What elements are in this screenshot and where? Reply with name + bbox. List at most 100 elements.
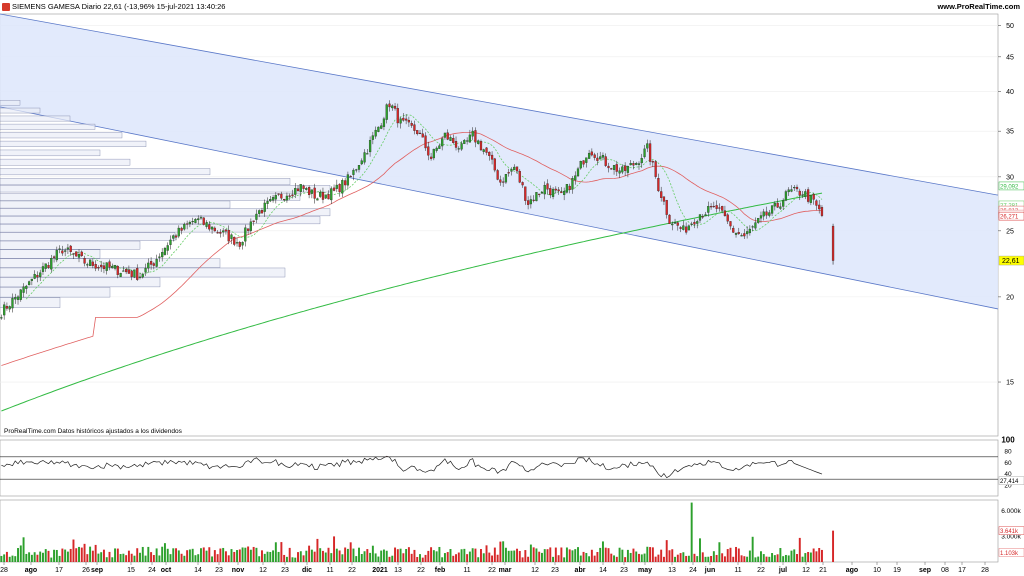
candle [696,221,699,224]
candle [460,143,463,150]
x-tick-label: 12 [259,567,267,574]
candle [244,227,247,242]
volume-tick-label: 6.000k [1001,508,1021,515]
site-link[interactable]: www.ProRealTime.com [937,2,1020,11]
candle [515,166,519,172]
volume-bar [432,550,435,562]
candle [385,104,388,120]
candle [291,194,294,197]
candle [465,140,469,142]
candle [285,195,289,201]
candle [676,222,679,226]
candle [471,130,474,137]
candle [69,245,72,253]
volume-bar [64,549,67,562]
volume-bar [607,548,610,562]
candle [266,201,269,204]
candle [119,272,122,277]
volume-bar [563,557,566,562]
volume-bar [699,538,701,562]
volume-bar [299,551,302,562]
price-tick-label: 30 [1006,174,1014,181]
volume-bar [743,556,746,562]
volume-bar [513,550,516,562]
candle [574,175,577,181]
candle [80,251,83,257]
volume-bar [790,550,793,562]
volume-bar [557,555,560,562]
volume-bar [590,549,593,562]
volume-bar [396,549,399,562]
candle [405,118,408,121]
candle [468,134,472,143]
candle [161,252,164,258]
volume-bar [410,553,413,562]
candle [648,143,652,162]
x-tick-label: 22 [488,567,496,574]
volume-bar [784,554,787,562]
candle [441,138,444,147]
candle [579,161,582,169]
candle [745,231,749,235]
candle [482,149,485,152]
candle [587,152,591,159]
volume-bar [291,557,294,562]
volume-bar [629,552,632,562]
candle [14,297,17,300]
volume-profile-bar [0,168,211,176]
volume-bar [615,556,618,562]
volume-bar [560,547,563,562]
x-tick-label: 12 [802,567,810,574]
volume-bar [546,549,549,562]
candle [657,178,660,192]
volume-bar [405,549,408,562]
candle [269,199,272,202]
volume-bar [585,552,588,562]
candle [341,180,344,194]
volume-bar [632,548,635,562]
volume-bar [297,552,299,562]
candle [16,296,20,300]
candle [199,217,203,219]
volume-bar [765,556,768,562]
candle [585,157,588,163]
volume-bar [579,555,582,562]
volume-bar [651,547,654,562]
candle [818,204,821,210]
volume-bar [319,548,322,562]
channel-upper-line [0,13,999,196]
volume-bar [377,556,380,562]
candle [310,189,313,194]
candle [172,235,175,239]
candle [174,235,178,238]
volume-bar [161,546,164,562]
volume-bar [130,553,133,562]
candle [604,156,607,166]
volume-bar [723,556,726,562]
volume-bar [382,549,385,562]
candle [396,108,399,124]
candle [50,258,53,270]
candle [3,304,6,316]
candle [55,250,58,261]
volume-bar [801,556,804,562]
volume-bar [662,556,665,562]
x-tick-label: mar [499,567,512,574]
candle [815,200,818,206]
volume-bar [338,550,341,562]
candle [97,267,100,269]
candle [205,222,208,227]
volume-bar [36,554,39,562]
volume-bar [507,550,510,562]
x-tick-label: 2021 [372,567,388,574]
candle [723,210,727,217]
candle [113,265,117,269]
candle [776,202,779,208]
candle [283,199,286,201]
candle [180,227,183,231]
candle [610,168,613,170]
candle [737,232,740,234]
candle [64,250,67,252]
candle [335,184,338,189]
